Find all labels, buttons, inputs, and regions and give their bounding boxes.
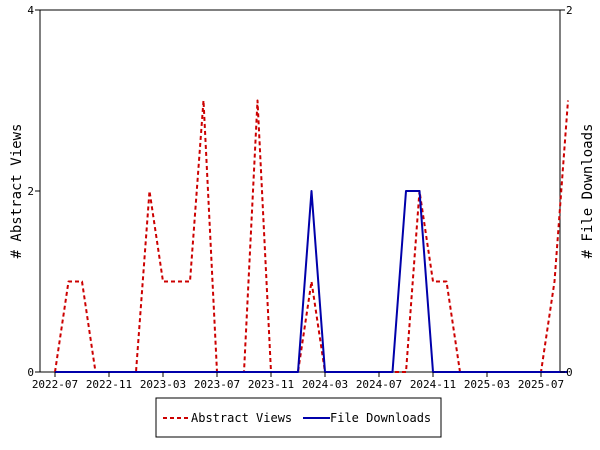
x-tick-label: 2022-11 (86, 378, 132, 391)
y-axis-left-label: # Abstract Views (9, 124, 25, 259)
x-tick-label: 2025-03 (464, 378, 510, 391)
x-tick-label: 2022-07 (32, 378, 78, 391)
y-left-tick-label: 4 (27, 4, 34, 17)
y-left-tick-label: 2 (27, 185, 34, 198)
y-axis-right-label: # File Downloads (580, 124, 596, 259)
plot-area (39, 9, 561, 373)
series-line-abstract-views (54, 99, 569, 373)
x-tick-label: 2023-11 (248, 378, 294, 391)
y-right-tick-label: 2 (566, 4, 573, 17)
x-tick-label: 2025-07 (518, 378, 564, 391)
legend-label-abstract-views: Abstract Views (191, 411, 292, 425)
x-tick-label: 2024-07 (356, 378, 402, 391)
x-tick-label: 2023-03 (140, 378, 186, 391)
y-left-tick-label: 0 (27, 366, 34, 379)
x-tick-label: 2024-03 (302, 378, 348, 391)
legend-label-file-downloads: File Downloads (330, 411, 431, 425)
y-right-tick-label: 0 (566, 366, 573, 379)
legend-box (155, 397, 442, 438)
x-tick-label: 2023-07 (194, 378, 240, 391)
legend: Abstract Views File Downloads (155, 397, 442, 438)
x-tick-label: 2024-11 (410, 378, 456, 391)
series-line-file-downloads (55, 190, 568, 373)
